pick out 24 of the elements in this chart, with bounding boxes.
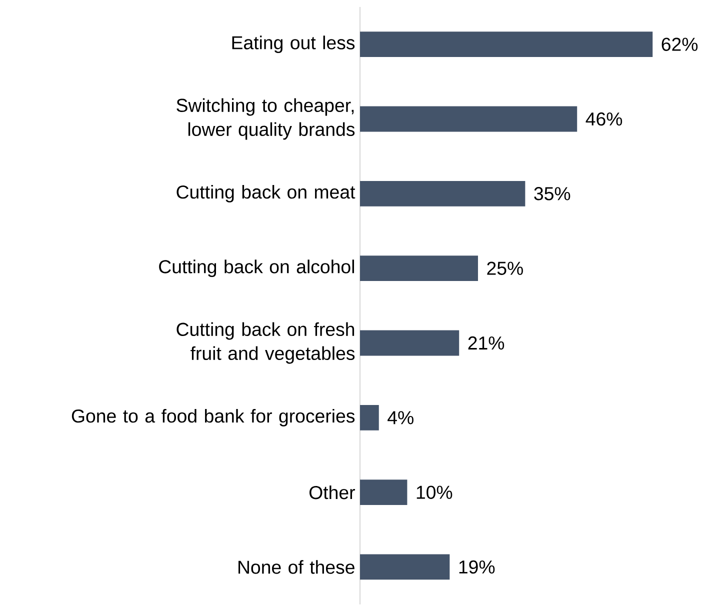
- data-label: 35%: [534, 187, 570, 200]
- data-label: 46%: [586, 112, 622, 126]
- data-label: 4%: [388, 411, 414, 424]
- data-label: 10%: [416, 486, 452, 499]
- y-tick-label: Cutting back on fresh fruit and vegetables: [176, 322, 355, 364]
- data-label: 21%: [468, 336, 504, 350]
- bar: [360, 32, 653, 58]
- y-tick-label: Cutting back on alcohol: [159, 260, 354, 278]
- bar: [360, 106, 578, 132]
- y-tick-label: None of these: [238, 560, 354, 574]
- bar: [360, 330, 460, 356]
- y-tick-label: Gone to a food bank for groceries: [72, 408, 355, 426]
- bar: [360, 256, 478, 282]
- y-tick-label: Cutting back on meat: [176, 184, 356, 202]
- data-label: 25%: [487, 262, 523, 275]
- data-label: 62%: [662, 38, 698, 51]
- y-tick-label: Other: [309, 485, 355, 500]
- bar: [360, 180, 526, 206]
- data-label: 19%: [459, 560, 495, 574]
- y-tick-label: Eating out less: [232, 36, 355, 54]
- bar: [360, 480, 408, 506]
- bar: [360, 554, 450, 580]
- y-tick-label: Switching to cheaper, lower quality brands: [176, 98, 355, 140]
- bar: [360, 404, 379, 430]
